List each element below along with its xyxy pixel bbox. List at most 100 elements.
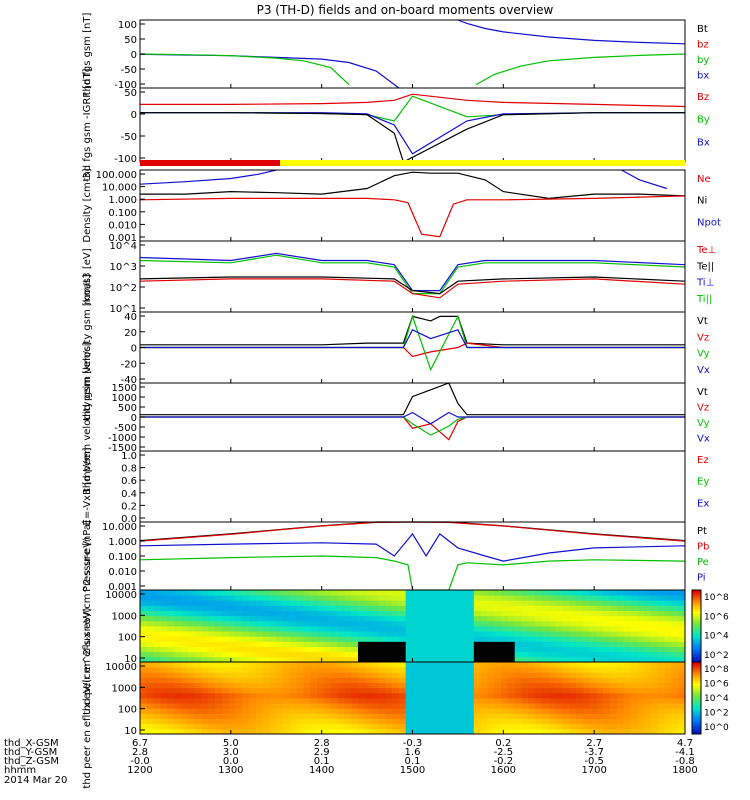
- heatmap-cell: [317, 708, 325, 714]
- heatmap-cell: [678, 713, 686, 719]
- heatmap-cell: [596, 718, 604, 725]
- heatmap-cell: [582, 713, 591, 719]
- heatmap-cell: [153, 703, 161, 709]
- heatmap-cell: [228, 667, 236, 673]
- heatmap-cell: [589, 641, 597, 647]
- heatmap-cell: [671, 651, 679, 658]
- heatmap-cell: [535, 600, 543, 606]
- heatmap-cell: [487, 662, 495, 668]
- colorbar-step: [692, 623, 701, 627]
- heatmap-cell: [453, 595, 461, 601]
- heatmap-cell: [371, 595, 379, 601]
- heatmap-cell: [358, 713, 366, 719]
- footer-value: 2.7: [586, 738, 602, 749]
- heatmap-cell: [426, 698, 434, 704]
- heatmap-cell: [201, 651, 209, 658]
- colorbar-step: [692, 594, 701, 598]
- heatmap-cell: [650, 677, 659, 683]
- heatmap-cell: [276, 728, 284, 735]
- heatmap-cell: [514, 615, 522, 622]
- heatmap-cell: [262, 687, 270, 694]
- heatmap-cell: [303, 713, 311, 719]
- heatmap-cell: [541, 723, 550, 730]
- heatmap-cell: [664, 615, 672, 622]
- heatmap-cell: [535, 667, 543, 673]
- heatmap-cell: [535, 692, 543, 699]
- heatmap-cell: [460, 682, 468, 689]
- heatmap-cell: [228, 677, 236, 683]
- heatmap-cell: [650, 667, 659, 673]
- heatmap-cell: [671, 708, 679, 714]
- heatmap-cell: [650, 631, 659, 637]
- heatmap-cell: [228, 698, 236, 704]
- heatmap-cell: [576, 682, 584, 689]
- heatmap-cell: [262, 636, 270, 642]
- heatmap-cell: [453, 615, 461, 622]
- heatmap-cell: [344, 646, 352, 653]
- heatmap-cell: [351, 590, 359, 596]
- heatmap-cell: [283, 590, 291, 596]
- heatmap-cell: [467, 636, 475, 642]
- heatmap-cell: [351, 651, 359, 658]
- heatmap-cell: [562, 698, 570, 704]
- heatmap-cell: [255, 646, 264, 653]
- heatmap-cell: [630, 605, 638, 611]
- heatmap-cell: [473, 682, 482, 689]
- heatmap-cell: [521, 605, 529, 611]
- heatmap-cell: [610, 590, 618, 596]
- heatmap-cell: [228, 682, 236, 689]
- heatmap-cell: [330, 682, 338, 689]
- heatmap-cell: [473, 713, 482, 719]
- heatmap-cell: [555, 682, 563, 689]
- y-tick-label: 0.100: [108, 208, 137, 219]
- heatmap-cell: [596, 620, 604, 627]
- heatmap-cell: [323, 610, 332, 617]
- heatmap-cell: [201, 626, 209, 632]
- heatmap-cell: [657, 656, 665, 663]
- heatmap-cell: [180, 692, 189, 699]
- heatmap-cell: [167, 620, 175, 627]
- heatmap-cell: [467, 662, 475, 668]
- heatmap-cell: [616, 723, 625, 730]
- heatmap-cell: [310, 687, 318, 694]
- heatmap-cell: [432, 636, 441, 642]
- heatmap-cell: [514, 672, 522, 678]
- heatmap-cell: [507, 692, 516, 699]
- heatmap-cell: [521, 687, 529, 694]
- heatmap-cell: [255, 713, 264, 719]
- heatmap-cell: [269, 641, 277, 647]
- heatmap-cell: [160, 728, 168, 735]
- heatmap-cell: [269, 600, 277, 606]
- heatmap-cell: [596, 728, 604, 735]
- heatmap-cell: [548, 687, 556, 694]
- heatmap-cell: [255, 698, 264, 704]
- heatmap-cell: [582, 651, 591, 658]
- series-line-bx: [457, 19, 686, 45]
- heatmap-cell: [501, 687, 509, 694]
- heatmap-cell: [160, 723, 168, 730]
- y-axis-label: Density [cm-3]: [82, 168, 93, 242]
- heatmap-cell: [337, 672, 345, 678]
- heatmap-cell: [596, 651, 604, 658]
- heatmap-cell: [242, 692, 250, 699]
- heatmap-cell: [249, 651, 257, 658]
- heatmap-cell: [650, 651, 659, 658]
- heatmap-cell: [480, 677, 488, 683]
- heatmap-cell: [269, 667, 277, 673]
- heatmap-cell: [337, 682, 345, 689]
- heatmap-cell: [657, 646, 665, 653]
- heatmap-cell: [235, 698, 243, 704]
- heatmap-cell: [276, 672, 284, 678]
- heatmap-cell: [644, 590, 652, 596]
- heatmap-cell: [514, 636, 522, 642]
- heatmap-cell: [180, 590, 189, 596]
- heatmap-cell: [487, 682, 495, 689]
- heatmap-cell: [174, 728, 182, 735]
- heatmap-cell: [201, 698, 209, 704]
- heatmap-cell: [255, 620, 264, 627]
- heatmap-cell: [480, 703, 488, 709]
- heatmap-cell: [317, 723, 325, 730]
- heatmap-cell: [167, 610, 175, 617]
- heatmap-cell: [487, 677, 495, 683]
